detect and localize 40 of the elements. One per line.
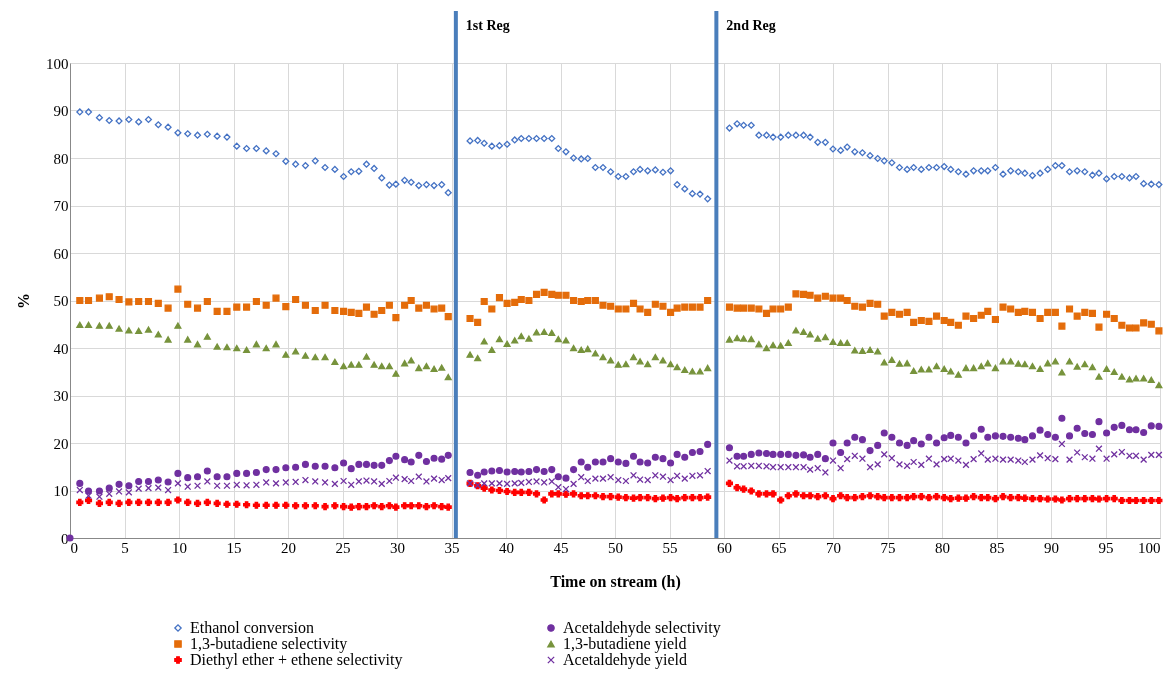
x-tick-label: 80 [935, 539, 950, 556]
x-axis-title: Time on stream (h) [550, 572, 681, 591]
legend-label: Acetaldehyde yield [563, 651, 687, 669]
legend-label: Diethyl ether + ethene selectivity [190, 651, 403, 669]
legend-label: Acetaldehyde selectivity [563, 619, 721, 637]
legend-label: 1,3-butadiene selectivity [190, 635, 348, 653]
y-axis-title: % [15, 293, 32, 309]
x-tick-label: 35 [444, 539, 460, 556]
legend-label: Ethanol conversion [190, 619, 314, 636]
y-tick-label: 60 [53, 245, 69, 262]
x-tick-label: 90 [1044, 539, 1059, 556]
x-tick-label: 15 [226, 539, 242, 556]
y-tick-label: 20 [53, 435, 69, 452]
y-tick-label: 80 [53, 150, 69, 167]
x-tick-label: 40 [499, 539, 514, 556]
x-tick-label: 95 [1098, 539, 1114, 556]
ref-line-label: 1st Reg [465, 18, 510, 33]
x-tick-label: 10 [172, 539, 187, 556]
x-tick-label: 25 [335, 539, 351, 556]
legend-label: 1,3-butadiene yield [563, 635, 687, 653]
y-tick-label: 100 [46, 55, 69, 72]
y-tick-label: 70 [53, 198, 69, 214]
ref-line-label: 2nd Reg [726, 18, 776, 33]
x-tick-label: 5 [121, 539, 129, 556]
x-tick-label: 30 [390, 539, 405, 556]
x-tick-label: 20 [281, 539, 296, 556]
y-tick-label: 10 [53, 483, 69, 499]
x-tick-label: 85 [989, 539, 1005, 556]
x-tick-label: 70 [826, 539, 841, 556]
x-tick-label: 60 [717, 539, 732, 556]
x-tick-label: 50 [608, 539, 623, 556]
y-tick-label: 40 [53, 340, 69, 357]
x-tick-label: 45 [553, 539, 569, 556]
y-tick-label: 50 [53, 293, 69, 309]
y-tick-label: 90 [53, 103, 69, 119]
x-tick-label: 65 [771, 539, 787, 556]
x-tick-label: 100 [1138, 539, 1161, 556]
x-tick-label: 75 [880, 539, 896, 556]
y-tick-label: 30 [53, 388, 69, 404]
x-tick-label: 55 [662, 539, 678, 556]
